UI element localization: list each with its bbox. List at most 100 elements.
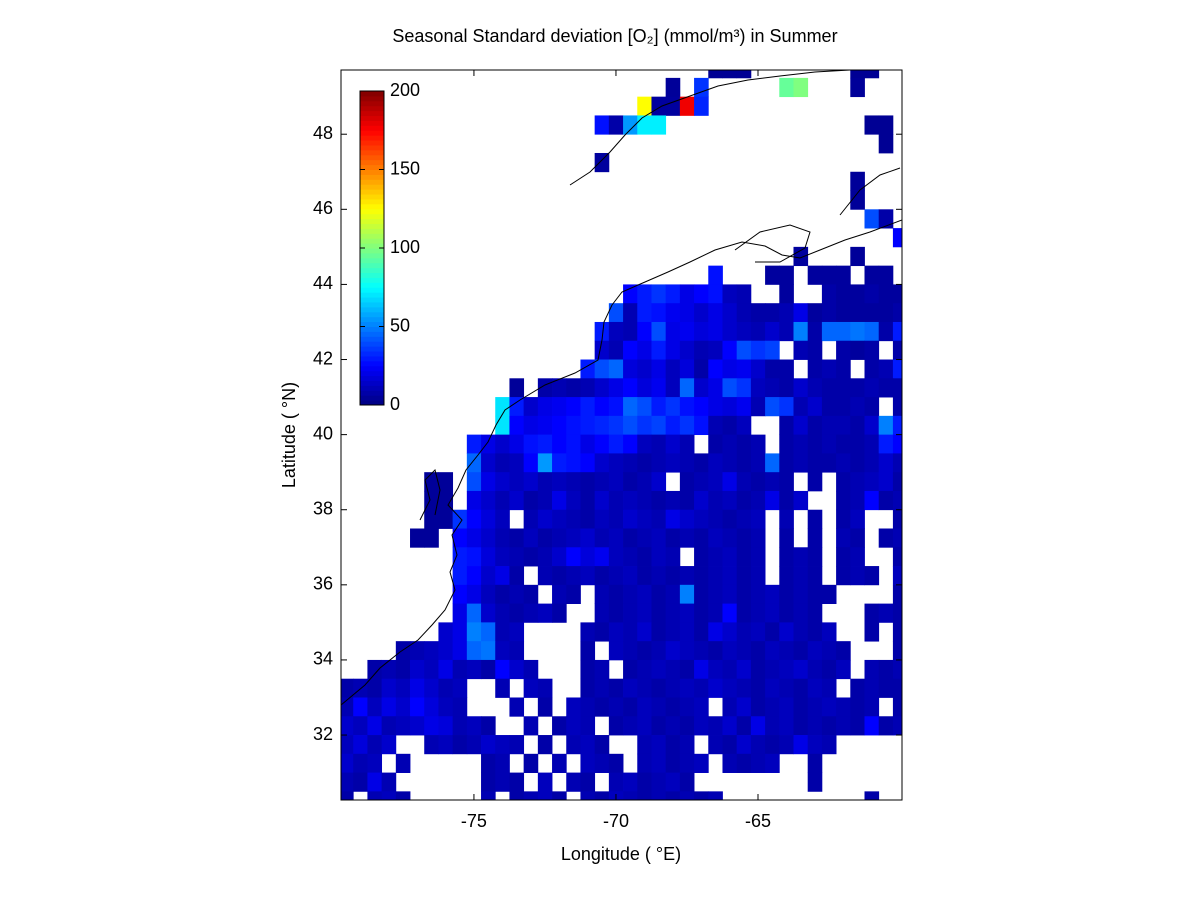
cell	[679, 434, 695, 454]
cell	[651, 603, 667, 623]
cell	[665, 96, 681, 116]
coast	[734, 224, 811, 263]
cell	[367, 716, 383, 736]
cell	[836, 716, 851, 736]
cell	[864, 566, 880, 586]
cell	[481, 434, 496, 454]
cell	[793, 453, 809, 473]
cell	[821, 378, 837, 398]
cell	[537, 453, 553, 473]
cell	[665, 284, 681, 304]
cell	[850, 716, 865, 736]
cell	[466, 547, 482, 567]
cell	[481, 716, 496, 736]
cell	[821, 584, 837, 605]
cell	[665, 321, 681, 342]
cell	[765, 359, 780, 379]
colorbar-step	[360, 91, 384, 97]
cell	[594, 509, 610, 529]
cell	[623, 641, 638, 661]
cell	[495, 678, 510, 698]
cell	[765, 584, 780, 605]
cell	[594, 378, 610, 398]
cell	[523, 753, 539, 773]
colorbar-step	[360, 194, 384, 200]
colorbar-step	[360, 321, 384, 327]
cell	[665, 791, 681, 800]
cell	[623, 509, 638, 529]
cell	[892, 378, 902, 398]
cell	[779, 716, 794, 736]
cell	[722, 434, 738, 454]
cell	[850, 434, 865, 454]
cell	[637, 772, 652, 792]
colorbar-step	[360, 184, 384, 190]
cell	[722, 284, 738, 304]
cell	[708, 716, 723, 736]
cell	[679, 791, 695, 800]
cell	[708, 641, 723, 661]
cell	[608, 490, 624, 511]
cell	[665, 415, 681, 436]
cell	[722, 716, 738, 736]
cell	[509, 566, 525, 586]
cell	[523, 791, 539, 800]
cell	[594, 490, 610, 511]
cell	[736, 284, 752, 304]
cell	[395, 791, 411, 800]
cell	[836, 547, 851, 567]
coast	[341, 219, 902, 706]
cell	[566, 772, 581, 792]
cell	[623, 678, 638, 698]
cell	[892, 547, 902, 567]
cell	[580, 509, 596, 529]
cell	[750, 509, 766, 529]
cell	[722, 697, 738, 717]
colorbar-step	[360, 370, 384, 377]
cell	[836, 340, 851, 360]
cell	[623, 603, 638, 623]
cell	[750, 321, 766, 342]
coast	[839, 167, 901, 216]
cell	[722, 678, 738, 698]
cell	[608, 641, 624, 661]
cell	[651, 753, 667, 773]
cell	[807, 678, 823, 698]
cell	[722, 415, 738, 436]
colorbar-tick-label: 50	[390, 315, 410, 335]
cell	[438, 716, 454, 736]
colorbar-step	[360, 351, 384, 357]
cell	[537, 397, 553, 417]
cell	[665, 678, 681, 698]
cell	[353, 697, 368, 717]
cell	[892, 340, 902, 360]
cell	[481, 753, 496, 773]
cell	[623, 453, 638, 473]
cell	[850, 528, 865, 548]
cell	[807, 378, 823, 398]
colorbar-step	[360, 277, 384, 283]
cell	[864, 70, 880, 79]
cell	[665, 340, 681, 360]
cell	[665, 77, 681, 98]
cell	[537, 678, 553, 698]
cell	[438, 490, 454, 511]
cell	[523, 603, 539, 623]
cell	[807, 359, 823, 379]
cell	[381, 716, 397, 736]
cell	[651, 678, 667, 698]
cell	[779, 284, 794, 304]
cell	[779, 378, 794, 398]
cell	[722, 453, 738, 473]
cell	[850, 453, 865, 473]
cell	[892, 716, 902, 736]
cell	[495, 453, 510, 473]
colorbar-step	[360, 174, 384, 180]
colorbar-step	[360, 355, 384, 362]
cell	[481, 509, 496, 529]
cell	[566, 716, 581, 736]
cell	[623, 772, 638, 792]
cell	[594, 753, 610, 773]
cell	[438, 641, 454, 661]
cell	[779, 641, 794, 661]
